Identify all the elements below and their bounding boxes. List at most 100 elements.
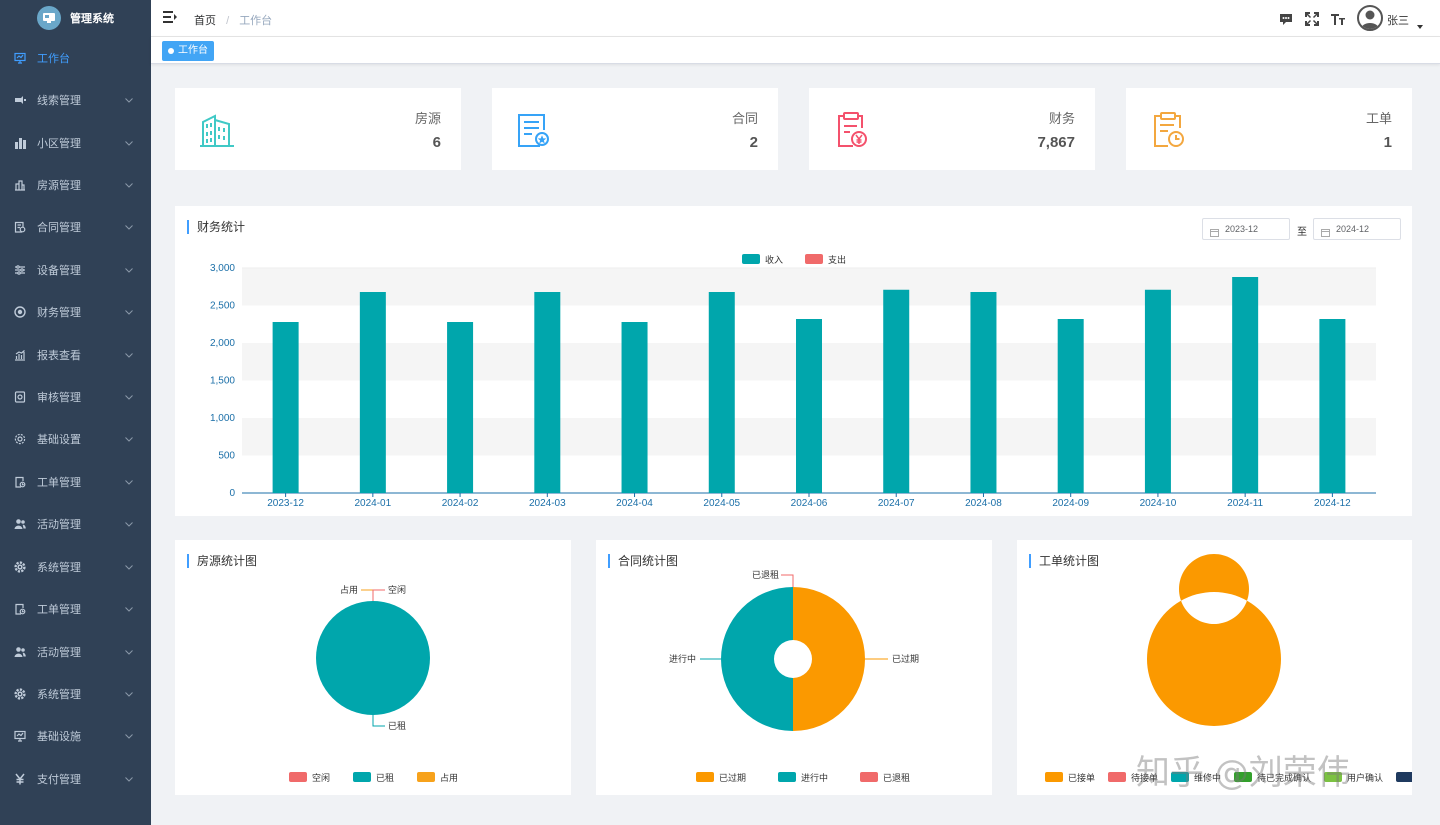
sidebar-item[interactable]: 小区管理 xyxy=(0,122,151,164)
stat-value: 7,867 xyxy=(1037,134,1075,151)
x-tick-label: 2024-01 xyxy=(354,498,391,509)
contract-icon xyxy=(14,221,26,233)
legend-swatch xyxy=(742,254,760,264)
chevron-down-icon xyxy=(125,476,135,486)
legend-swatch xyxy=(1396,772,1412,782)
y-tick-label: 1,000 xyxy=(210,413,235,424)
slice-label: 已租 xyxy=(388,721,406,731)
legend-swatch xyxy=(778,772,796,782)
sidebar-item-label: 合同管理 xyxy=(37,222,81,234)
sidebar: 管理系统 工作台线索管理小区管理房源管理合同管理设备管理财务管理报表查看审核管理… xyxy=(0,0,151,825)
x-tick-label: 2024-06 xyxy=(791,498,828,509)
fullscreen-icon[interactable] xyxy=(1304,11,1320,27)
sidebar-item[interactable]: 活动管理 xyxy=(0,503,151,545)
slice-label: 占用 xyxy=(340,584,358,595)
chevron-down-icon xyxy=(125,94,135,104)
finance-bar-chart: 0 500 1,000 1,500 2,000 2,500 3,000 2023-12 2024… xyxy=(210,254,1376,509)
equipment-icon xyxy=(14,264,26,276)
label-line xyxy=(372,589,385,601)
date-to-input[interactable]: 2024-12 xyxy=(1313,218,1401,240)
sidebar-item-label: 支付管理 xyxy=(37,774,81,786)
stat-card-workorder[interactable]: 工单 1 xyxy=(1126,88,1412,170)
bar-income xyxy=(883,289,910,493)
sidebar-item[interactable]: 线索管理 xyxy=(0,79,151,121)
sidebar-item[interactable]: 设备管理 xyxy=(0,249,151,291)
chevron-down-icon xyxy=(125,773,135,783)
community-icon xyxy=(14,137,26,149)
sidebar-item-label: 系统管理 xyxy=(37,562,81,574)
clue-icon xyxy=(14,94,26,106)
system-icon xyxy=(14,561,26,573)
legend-swatch xyxy=(353,772,371,782)
slice-label: 空闲 xyxy=(388,584,406,595)
panel-title: 工单统计图 xyxy=(1029,554,1099,568)
sidebar-item-label: 基础设置 xyxy=(37,434,81,446)
legend-label: 已退租 xyxy=(883,773,910,783)
caret-down-icon[interactable] xyxy=(1417,18,1423,32)
avatar[interactable] xyxy=(1357,5,1383,31)
label-line xyxy=(361,589,374,601)
sidebar-item[interactable]: 财务管理 xyxy=(0,291,151,333)
sidebar-item[interactable]: 工单管理 xyxy=(0,461,151,503)
sidebar-item-label: 线索管理 xyxy=(37,95,81,107)
panel-title: 财务统计 xyxy=(187,220,245,234)
sidebar-item[interactable]: 工作台 xyxy=(0,37,151,79)
hamburger-icon[interactable] xyxy=(163,11,177,26)
sidebar-item[interactable]: 基础设施 xyxy=(0,715,151,757)
date-from-input[interactable]: 2023-12 xyxy=(1202,218,1290,240)
legend-swatch xyxy=(696,772,714,782)
sidebar-item[interactable]: 系统管理 xyxy=(0,673,151,715)
sidebar-item[interactable]: 审核管理 xyxy=(0,376,151,418)
x-tick-label: 2024-05 xyxy=(703,498,740,509)
app-logo[interactable]: 管理系统 xyxy=(0,0,151,36)
stat-label: 工单 xyxy=(1365,111,1392,126)
stat-card-contract[interactable]: 合同 2 xyxy=(492,88,778,170)
stat-card-house[interactable]: 房源 6 xyxy=(175,88,461,170)
stat-card-finance[interactable]: 财务 7,867 xyxy=(809,88,1095,170)
sidebar-item[interactable]: 系统管理 xyxy=(0,546,151,588)
legend-label: 已接单 xyxy=(1068,772,1095,783)
sidebar-item[interactable]: 合同管理 xyxy=(0,206,151,248)
tags-view: 工作台 xyxy=(151,37,1440,64)
breadcrumb-home[interactable]: 首页 xyxy=(194,15,216,27)
slice-label: 已退租 xyxy=(752,570,779,580)
date-from-value: 2023-12 xyxy=(1225,224,1259,234)
sidebar-item-label: 房源管理 xyxy=(37,180,81,192)
system-icon xyxy=(14,688,26,700)
chevron-down-icon xyxy=(125,518,135,528)
bar-income xyxy=(708,292,735,493)
infrastructure-icon xyxy=(14,730,26,742)
y-tick-label: 2,000 xyxy=(210,338,235,349)
workorder-clock-icon xyxy=(1148,110,1188,150)
sidebar-item[interactable]: 支付管理 xyxy=(0,758,151,800)
house-stats-panel: 占用 空闲 已租 空闲 已租 占用 房源统计图 xyxy=(175,540,571,795)
username[interactable]: 张三 xyxy=(1387,15,1409,27)
tag-dashboard[interactable]: 工作台 xyxy=(162,41,214,61)
sidebar-item-label: 审核管理 xyxy=(37,392,81,404)
sidebar-item-label: 工单管理 xyxy=(37,477,81,489)
sidebar-item[interactable]: 基础设置 xyxy=(0,418,151,460)
pie-slice xyxy=(316,601,430,715)
contract-doc-icon xyxy=(514,110,554,150)
sidebar-item-label: 设备管理 xyxy=(37,265,81,277)
sidebar-item[interactable]: 活动管理 xyxy=(0,631,151,673)
message-icon[interactable] xyxy=(1278,11,1294,27)
sidebar-item[interactable]: 工单管理 xyxy=(0,588,151,630)
font-size-icon[interactable] xyxy=(1330,11,1346,27)
legend-label: 占用 xyxy=(440,772,458,783)
legend-swatch xyxy=(1045,772,1063,782)
sidebar-item[interactable]: 房源管理 xyxy=(0,164,151,206)
legend-label: 待已完成确认 xyxy=(1257,772,1311,783)
finance-panel: 财务统计 2023-12 至 2024-12 0 500 1,000 1,500 2,0… xyxy=(175,206,1412,516)
breadcrumb-current: 工作台 xyxy=(239,15,273,27)
sidebar-item-label: 报表查看 xyxy=(37,350,81,362)
chevron-down-icon xyxy=(125,264,135,274)
bar-income xyxy=(796,319,822,493)
panel-title: 房源统计图 xyxy=(187,554,257,568)
legend-label: 已租 xyxy=(376,773,394,783)
stat-value: 6 xyxy=(432,134,441,151)
stat-value: 1 xyxy=(1383,134,1392,151)
sidebar-item[interactable]: 报表查看 xyxy=(0,334,151,376)
payment-icon xyxy=(14,773,26,785)
